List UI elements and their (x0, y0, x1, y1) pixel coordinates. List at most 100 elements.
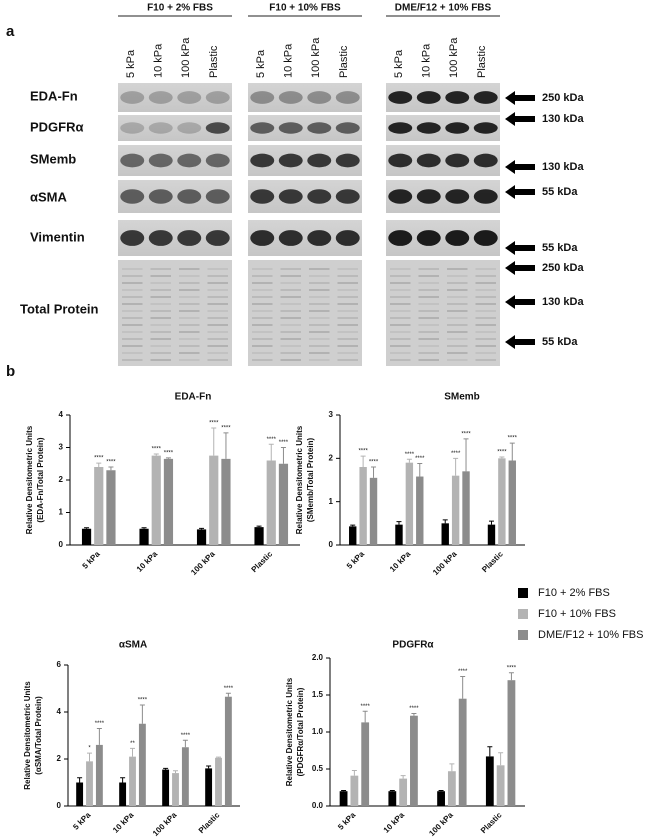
protein-band (252, 359, 273, 361)
protein-band (447, 331, 468, 333)
protein-band (337, 331, 358, 333)
y-axis-label: (SMemb/Total Protein) (306, 438, 315, 523)
error-bar (182, 739, 188, 748)
x-tick-label: Plastic (197, 810, 222, 835)
protein-band (179, 324, 200, 326)
bar (76, 782, 84, 806)
protein-band (252, 282, 273, 284)
significance-label: **** (358, 449, 368, 455)
marker-label: 55 kDa (542, 336, 578, 348)
error-bar (389, 789, 395, 792)
protein-band (122, 268, 143, 270)
protein-band (447, 275, 468, 277)
significance-label: **** (224, 686, 234, 692)
protein-band (207, 303, 228, 305)
protein-band (122, 352, 143, 354)
protein-band (250, 122, 275, 134)
protein-band (416, 153, 441, 168)
protein-band (280, 282, 301, 284)
error-bar (163, 767, 169, 770)
marker-label: 55 kDa (542, 242, 578, 254)
error-bar (268, 443, 274, 461)
protein-band (475, 338, 496, 340)
protein-band (120, 122, 145, 134)
x-tick-label: 10 kPa (111, 810, 136, 835)
protein-band (473, 91, 498, 104)
protein-band (207, 352, 228, 354)
protein-band (252, 317, 273, 319)
error-bar (360, 455, 366, 467)
y-axis-label: Relative Densitometric Units (295, 425, 304, 534)
bar (361, 722, 370, 806)
protein-band (150, 324, 171, 326)
protein-band (309, 282, 330, 284)
row-label: Vimentin (30, 229, 85, 244)
protein-band (280, 275, 301, 277)
protein-band (280, 345, 301, 347)
condition-label: F10 + 10% FBS (269, 3, 341, 14)
protein-band (447, 303, 468, 305)
protein-band (280, 331, 301, 333)
error-bar (256, 525, 262, 528)
protein-band (207, 324, 228, 326)
protein-band (122, 275, 143, 277)
y-tick-label: 4 (59, 410, 64, 419)
protein-band (388, 122, 413, 134)
y-tick-label: 4 (57, 707, 62, 716)
protein-band (447, 268, 468, 270)
bar (395, 524, 403, 545)
protein-band (390, 338, 411, 340)
protein-band (250, 153, 275, 168)
marker-arrow (505, 335, 535, 349)
significance-label: **** (138, 698, 148, 704)
lane-label: Plastic (338, 45, 350, 78)
x-tick-label: Plastic (479, 810, 504, 835)
protein-band (418, 345, 439, 347)
x-tick-label: 100 kPa (151, 810, 179, 838)
error-bar (341, 789, 347, 792)
protein-band (388, 153, 413, 168)
bar (350, 775, 359, 806)
protein-band (307, 91, 332, 104)
row-label: αSMA (30, 189, 67, 204)
y-axis-label: (PDGFRα/Total Protein) (296, 687, 305, 776)
bar (94, 467, 104, 545)
protein-band (390, 268, 411, 270)
protein-band (418, 310, 439, 312)
error-bar (449, 763, 455, 772)
bar (139, 528, 149, 545)
protein-band (388, 91, 413, 104)
error-bar (199, 527, 205, 530)
protein-band (390, 303, 411, 305)
protein-band (473, 153, 498, 168)
significance-label: **** (279, 440, 289, 446)
protein-band (390, 282, 411, 284)
protein-band (390, 352, 411, 354)
bar (399, 778, 408, 806)
protein-band (418, 331, 439, 333)
protein-band (280, 268, 301, 270)
protein-band (475, 331, 496, 333)
protein-band (337, 310, 358, 312)
protein-band (447, 289, 468, 291)
protein-band (150, 317, 171, 319)
protein-band (179, 282, 200, 284)
significance-label: ** (130, 741, 135, 747)
protein-band (122, 303, 143, 305)
protein-band (418, 324, 439, 326)
bar (485, 756, 494, 806)
protein-band (473, 122, 498, 134)
protein-band (120, 91, 145, 104)
protein-band (150, 268, 171, 270)
protein-band (337, 345, 358, 347)
protein-band (148, 230, 173, 246)
protein-band (278, 122, 303, 134)
y-tick-label: 2 (59, 475, 64, 484)
protein-band (418, 296, 439, 298)
protein-band (475, 317, 496, 319)
blot-strip (248, 83, 362, 112)
error-bar (350, 524, 356, 527)
protein-band (475, 359, 496, 361)
significance-label: **** (181, 733, 191, 739)
